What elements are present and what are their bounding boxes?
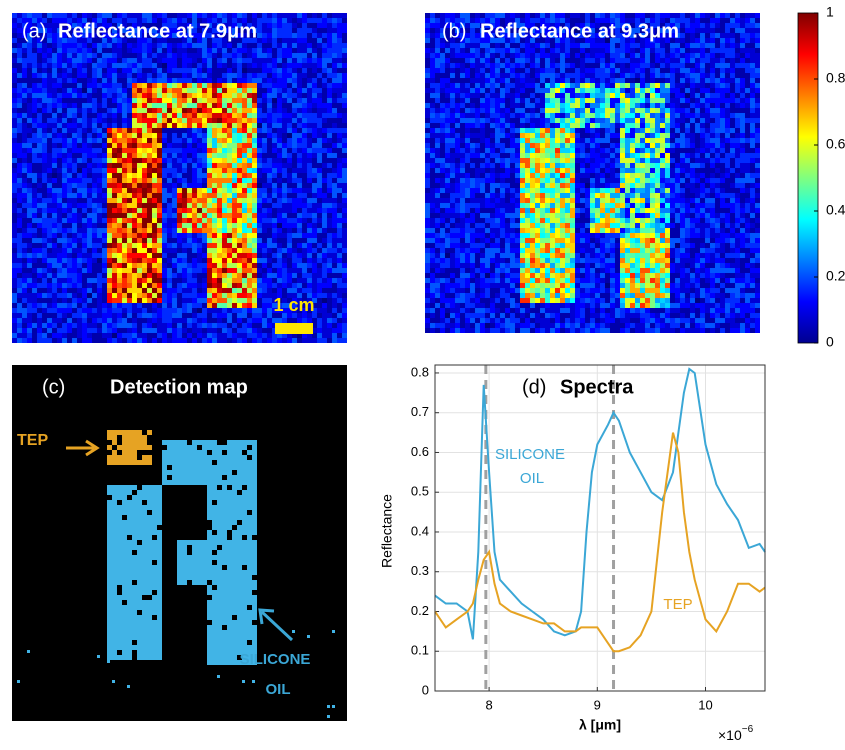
plot-area <box>435 365 765 691</box>
y-tick-label: 0.8 <box>411 364 429 379</box>
image-pixels <box>520 128 670 308</box>
panel-label: (b) <box>442 20 466 42</box>
colorbar-tick-label: 0 <box>826 334 834 350</box>
colorbar-tick-label: 0.8 <box>826 70 845 86</box>
y-axis-label: Reflectance <box>379 494 395 568</box>
detection-image <box>12 365 347 721</box>
panel-label: (d) <box>522 376 546 398</box>
panel-title: Spectra <box>560 376 634 398</box>
exponent-base: ×10 <box>718 727 742 743</box>
x-exponent: ×10−6 <box>718 724 754 743</box>
image-pixels <box>12 13 347 343</box>
image-pixels <box>12 13 347 343</box>
annotation: OIL <box>520 470 544 487</box>
image-pixels <box>525 83 670 303</box>
y-tick-label: 0.1 <box>411 643 429 658</box>
image-pixels <box>12 13 347 343</box>
silicone-label: SILICONE <box>240 651 311 668</box>
tep-detections <box>107 430 152 465</box>
image-pixels <box>520 83 670 303</box>
annotation: TEP <box>663 596 692 613</box>
y-tick-label: 0.4 <box>411 523 429 538</box>
tep-label: TEP <box>17 432 48 449</box>
x-tick-label: 9 <box>594 697 601 712</box>
image-pixels <box>107 83 257 308</box>
scale-bar-label: 1 cm <box>273 295 314 315</box>
panel-title: Reflectance at 7.9μm <box>58 20 257 42</box>
image-pixels <box>107 83 257 308</box>
spectrum-line <box>434 432 766 653</box>
plot-frame <box>434 364 766 692</box>
colorbar-tick-label: 1 <box>826 4 834 20</box>
tep-arrow <box>66 439 100 457</box>
colorbar-tick-label: 0.4 <box>826 202 845 218</box>
image-pixels <box>425 13 760 333</box>
image-pixels <box>520 83 670 308</box>
colorbar-tick-label: 0.6 <box>826 136 845 152</box>
image-pixels <box>107 93 257 308</box>
exponent-power: −6 <box>742 724 754 735</box>
y-tick-label: 0.7 <box>411 404 429 419</box>
reflectance-image-b <box>425 13 760 333</box>
image-pixels <box>107 83 257 303</box>
y-tick-label: 0.2 <box>411 603 429 618</box>
annotation: SILICONE <box>495 446 565 463</box>
spectra-plot: 0 0.1 0.2 0.3 0.4 0.5 0.6 0.7 0.8 8 9 10 SILICONE OIL… <box>411 364 766 712</box>
image-pixels <box>12 13 347 343</box>
image-pixels <box>520 133 665 308</box>
reflectance-image-a <box>12 13 347 343</box>
x-tick-label: 8 <box>485 697 492 712</box>
scale-bar <box>275 323 313 334</box>
x-tick-label: 10 <box>698 697 712 712</box>
y-tick-label: 0.5 <box>411 484 429 499</box>
colorbar-tick-label: 0.2 <box>826 268 845 284</box>
y-tick-label: 0 <box>422 682 429 697</box>
image-pixels <box>570 83 670 233</box>
spectrum-line <box>434 367 766 640</box>
image-pixels <box>425 13 760 333</box>
y-tick-label: 0.6 <box>411 444 429 459</box>
panel-title: Detection map <box>110 376 248 398</box>
panel-label: (c) <box>42 376 65 398</box>
silicone-label: OIL <box>266 681 291 698</box>
colorbar <box>797 12 819 344</box>
panel-label: (a) <box>22 20 46 42</box>
panel-title: Reflectance at 9.3μm <box>480 20 679 42</box>
image-pixels <box>520 83 670 308</box>
image-pixels <box>107 83 257 308</box>
x-axis-label: λ [μm] <box>579 717 621 733</box>
image-pixels <box>107 83 257 303</box>
y-tick-label: 0.3 <box>411 563 429 578</box>
image-pixels <box>425 13 760 333</box>
image-pixels <box>520 83 670 298</box>
silicone-arrow <box>258 608 294 642</box>
silicone-detections <box>17 440 335 718</box>
